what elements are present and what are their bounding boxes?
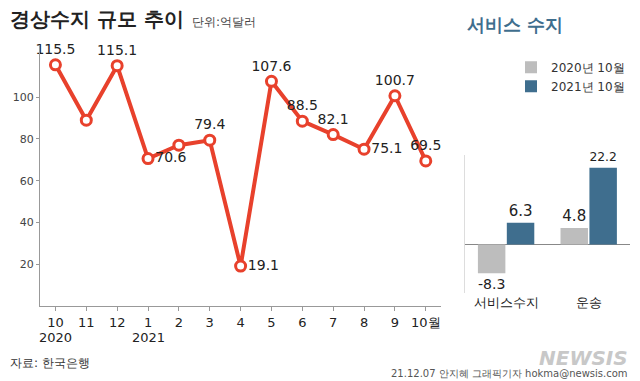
svg-text:22.2: 22.2 [589, 150, 616, 164]
svg-text:8: 8 [360, 315, 368, 330]
svg-text:88.5: 88.5 [287, 97, 318, 113]
svg-text:21.12.07 안지혜 그래픽기자 hokma@newsi: 21.12.07 안지혜 그래픽기자 hokma@newsis.com [391, 368, 628, 379]
svg-text:69.5: 69.5 [410, 137, 441, 153]
svg-text:5: 5 [267, 315, 275, 330]
svg-text:20: 20 [20, 258, 34, 271]
svg-text:단위:억달러: 단위:억달러 [192, 15, 256, 29]
svg-text:7: 7 [329, 315, 337, 330]
svg-text:경상수지 규모 추이: 경상수지 규모 추이 [10, 7, 184, 31]
svg-text:115.5: 115.5 [35, 41, 75, 57]
svg-text:자료: 한국은행: 자료: 한국은행 [10, 356, 90, 370]
svg-text:100: 100 [13, 91, 34, 104]
svg-text:40: 40 [20, 216, 34, 229]
svg-text:-8.3: -8.3 [478, 276, 505, 292]
svg-text:11: 11 [78, 315, 95, 330]
svg-text:6: 6 [298, 315, 306, 330]
svg-text:2: 2 [175, 315, 183, 330]
svg-text:6.3: 6.3 [509, 202, 533, 220]
svg-text:운송: 운송 [576, 295, 602, 310]
svg-text:10월: 10월 [411, 315, 441, 330]
svg-text:2020: 2020 [39, 330, 72, 345]
svg-text:2021년 10월: 2021년 10월 [551, 80, 625, 94]
svg-text:19.1: 19.1 [248, 257, 279, 273]
svg-text:70.6: 70.6 [155, 149, 186, 165]
svg-text:107.6: 107.6 [251, 58, 291, 74]
svg-text:3: 3 [206, 315, 214, 330]
svg-text:60: 60 [20, 175, 34, 188]
svg-text:80: 80 [20, 133, 34, 146]
svg-text:서비스 수지: 서비스 수지 [467, 14, 563, 35]
svg-text:79.4: 79.4 [194, 116, 225, 132]
svg-text:10: 10 [47, 315, 64, 330]
svg-text:82.1: 82.1 [318, 111, 349, 127]
svg-text:12: 12 [109, 315, 126, 330]
svg-text:서비스수지: 서비스수지 [474, 295, 539, 310]
svg-text:100.7: 100.7 [375, 72, 415, 88]
svg-text:1: 1 [144, 315, 152, 330]
svg-text:2020년 10월: 2020년 10월 [551, 61, 625, 75]
svg-text:NEWSIS: NEWSIS [539, 346, 628, 370]
svg-text:115.1: 115.1 [97, 42, 137, 58]
svg-text:75.1: 75.1 [371, 140, 402, 156]
svg-text:4.8: 4.8 [562, 207, 586, 225]
svg-text:2021: 2021 [132, 330, 165, 345]
svg-text:4: 4 [236, 315, 244, 330]
svg-text:9: 9 [391, 315, 399, 330]
